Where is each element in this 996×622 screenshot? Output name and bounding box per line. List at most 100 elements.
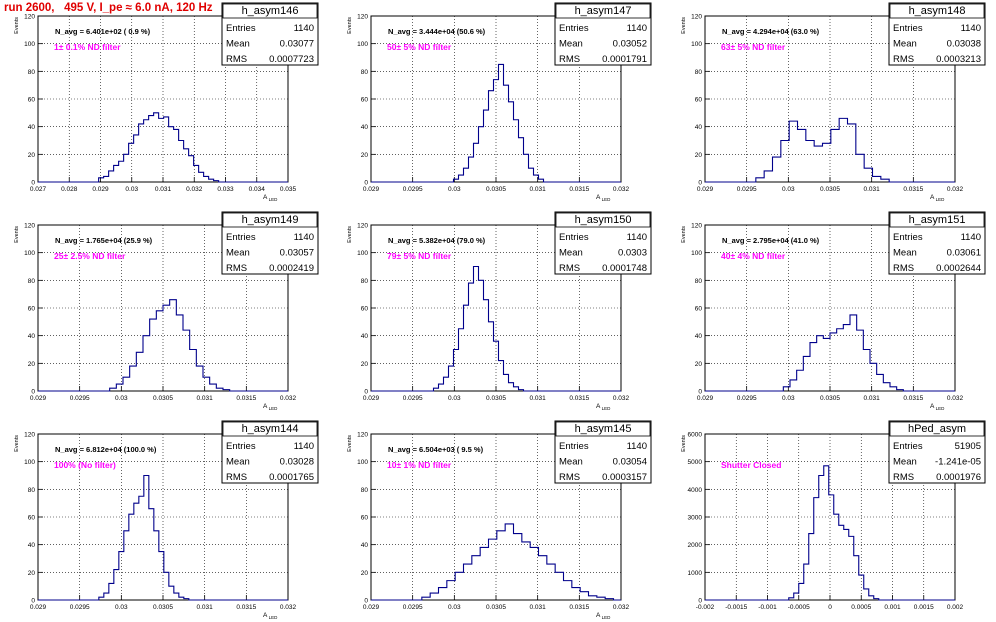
filter-note: 1± 0.1% ND filter — [54, 42, 121, 52]
y-axis-label: Events — [347, 17, 353, 34]
y-tick-label: 100 — [691, 41, 702, 48]
x-tick-label: 0.0015 — [914, 604, 934, 611]
x-tick-label: -0.0015 — [725, 604, 747, 611]
histogram-panel-hPed_asym: -0.002 -0.0015 -0.001 -0.0005 0 0.0005 0.001 0.… — [681, 420, 986, 611]
histogram-bin — [830, 333, 837, 391]
y-tick-label: 20 — [28, 570, 36, 577]
x-axis-label: A LED — [263, 403, 278, 411]
x-tick-label: 0.03 — [115, 395, 128, 402]
x-tick-label: -0.002 — [696, 604, 715, 611]
histogram-bin — [144, 120, 149, 182]
x-tick-label: 0.002 — [947, 604, 964, 611]
navg-label: N_avg = 6.504e+03 ( 9.5 %) — [388, 445, 484, 454]
stats-title-box — [889, 212, 985, 228]
y-tick-label: 0 — [364, 180, 368, 187]
x-tick-label: 0.032 — [613, 395, 630, 402]
x-tick-label: 0.0315 — [569, 186, 589, 193]
x-tick-label: 0.031 — [155, 186, 172, 193]
y-tick-label: 6000 — [688, 432, 703, 439]
histogram-line-h_asym149 — [38, 299, 288, 392]
y-tick-label: 60 — [361, 97, 369, 104]
stats-label-rms: RMS — [226, 54, 247, 65]
y-tick-label: 120 — [691, 223, 702, 230]
histogram-bin — [464, 168, 469, 182]
stats-value-rms: 0.0001765 — [269, 472, 314, 483]
histogram-bin — [124, 531, 129, 600]
y-tick-label: 100 — [357, 459, 368, 466]
stats-value-rms: 0.0001748 — [602, 263, 647, 274]
x-tick-label: 0.031 — [530, 395, 547, 402]
y-tick-label: 0 — [31, 598, 35, 605]
x-tick-label: 0.035 — [280, 186, 297, 193]
histogram-bin — [505, 524, 513, 600]
stats-label-entries: Entries — [893, 232, 923, 243]
histogram-bin — [806, 141, 814, 183]
histogram-bin — [154, 531, 159, 600]
x-tick-label: 0.032 — [947, 186, 964, 193]
stats-title: h_asym148 — [909, 5, 966, 17]
histogram-bin — [104, 176, 109, 182]
stats-title-box — [555, 3, 651, 19]
histogram-bin — [864, 589, 869, 600]
x-tick-label: 0.0295 — [403, 395, 423, 402]
histogram-bin — [184, 149, 189, 182]
histogram-bin — [109, 583, 114, 600]
histogram-bin — [474, 267, 479, 392]
y-tick-label: 20 — [28, 361, 36, 368]
histogram-bin — [834, 514, 839, 600]
stats-value-mean: 0.03052 — [613, 39, 647, 50]
y-tick-label: 40 — [361, 333, 369, 340]
histogram-bin — [870, 363, 877, 391]
x-tick-label: -0.001 — [758, 604, 777, 611]
histogram-bin — [504, 374, 509, 391]
stats-label-mean: Mean — [559, 248, 583, 259]
x-tick-label: 0.029 — [697, 186, 714, 193]
stats-value-entries: 1140 — [294, 441, 314, 452]
histogram-bin — [810, 343, 817, 391]
y-tick-label: 100 — [24, 41, 35, 48]
histogram-bin — [139, 496, 144, 600]
histogram-bin — [504, 85, 509, 182]
histogram-bin — [459, 329, 464, 391]
y-tick-label: 120 — [357, 14, 368, 21]
histogram-bin — [469, 157, 474, 182]
histogram-bin — [864, 168, 872, 182]
histogram-bin — [489, 91, 494, 182]
x-tick-label: 0 — [828, 604, 832, 611]
histogram-bin — [204, 176, 209, 182]
histogram-bin — [524, 154, 529, 182]
histogram-bin — [877, 374, 884, 391]
y-tick-label: 40 — [361, 542, 369, 549]
x-tick-label: 0.032 — [280, 604, 297, 611]
histogram-line-h_asym144 — [38, 474, 288, 601]
y-axis-label: Events — [14, 435, 20, 452]
y-tick-label: 120 — [691, 14, 702, 21]
histogram-panel-h_asym147: 0.029 0.0295 0.03 0.0305 0.031 0.0315 0.032 0 20… — [347, 2, 652, 202]
x-tick-label: 0.034 — [249, 186, 266, 193]
histogram-bin — [890, 387, 897, 391]
histogram-bin — [176, 315, 183, 391]
histogram-bin — [547, 564, 555, 600]
filter-note: 50± 5% ND filter — [387, 42, 452, 52]
histogram-bin — [514, 387, 519, 391]
histogram-bin — [539, 556, 547, 600]
y-axis-label: Events — [347, 226, 353, 243]
stats-label-entries: Entries — [559, 441, 589, 452]
histogram-bin — [854, 556, 859, 600]
histogram-bin — [814, 498, 819, 600]
histogram-bin — [843, 325, 850, 391]
stats-label-rms: RMS — [226, 263, 247, 274]
histogram-bin — [803, 356, 810, 391]
x-tick-label: 0.031 — [530, 186, 547, 193]
y-axis-label: Events — [681, 435, 687, 452]
histogram-bin — [174, 593, 179, 600]
y-tick-label: 120 — [24, 14, 35, 21]
stats-value-entries: 1140 — [961, 232, 981, 243]
y-tick-label: 80 — [361, 278, 369, 285]
filter-note: Shutter Closed — [721, 460, 781, 470]
stats-value-mean: 0.03038 — [947, 39, 981, 50]
stats-label-mean: Mean — [226, 457, 250, 468]
x-tick-label: 0.03 — [448, 395, 461, 402]
stats-title: h_asym151 — [909, 214, 966, 226]
